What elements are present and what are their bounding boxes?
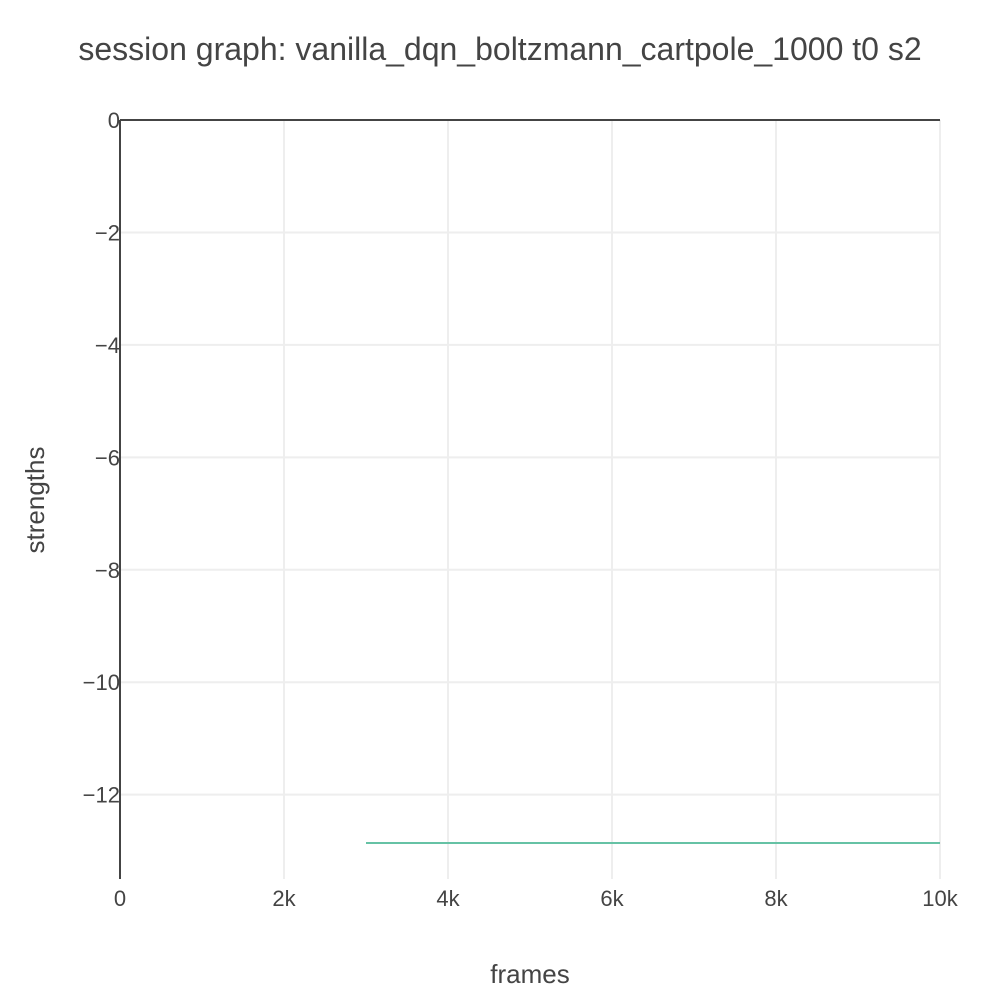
x-tick-label-3: 6k [600, 886, 624, 911]
x-tick-label-5: 10k [922, 886, 958, 911]
x-axis-title: frames [490, 959, 569, 989]
y-tick-label-5: −10 [83, 670, 120, 695]
x-tick-label-1: 2k [272, 886, 296, 911]
y-tick-label-1: −2 [95, 220, 120, 245]
grid [120, 120, 941, 879]
y-tick-label-4: −8 [95, 558, 120, 583]
y-axis-title: strengths [20, 447, 50, 554]
y-tick-label-6: −12 [83, 783, 120, 808]
x-tick-label-0: 0 [114, 886, 126, 911]
x-tick-label-4: 8k [764, 886, 788, 911]
chart-title: session graph: vanilla_dqn_boltzmann_car… [78, 31, 921, 67]
y-tick-label-3: −6 [95, 445, 120, 470]
axes [119, 119, 940, 879]
y-tick-label-0: 0 [108, 108, 120, 133]
x-tick-label-2: 4k [436, 886, 460, 911]
tick-labels: 0 2k 4k 6k 8k 10k 0 −2 −4 −6 −8 −10 −12 [83, 108, 959, 911]
y-tick-label-2: −4 [95, 333, 120, 358]
